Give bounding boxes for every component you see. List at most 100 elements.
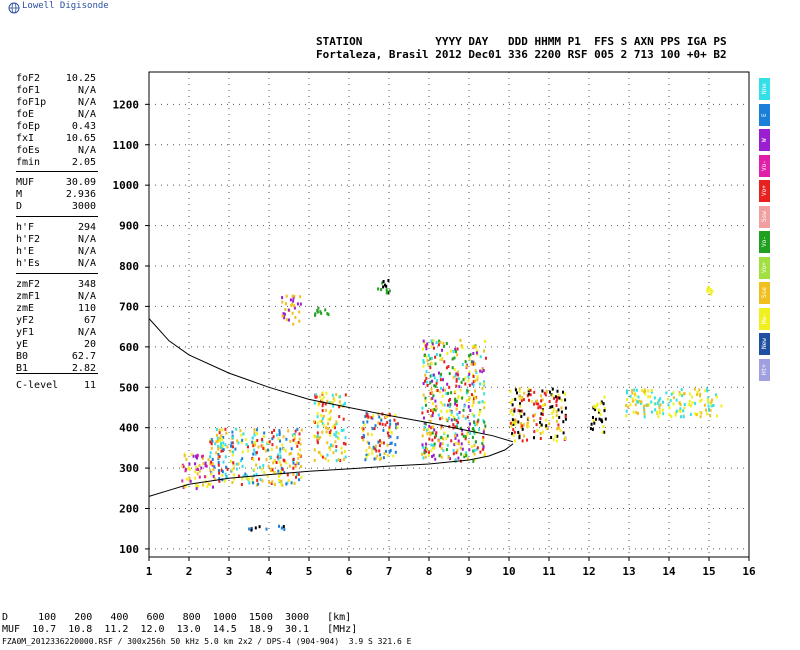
- echo-point: [344, 450, 346, 453]
- echo-point: [366, 440, 369, 444]
- echo-point: [511, 418, 514, 422]
- echo-point: [549, 390, 551, 394]
- echo-point: [464, 376, 467, 380]
- echo-point: [462, 378, 465, 382]
- echo-point: [253, 448, 256, 452]
- echo-point: [390, 441, 393, 445]
- echo-point: [625, 414, 628, 418]
- echo-point: [674, 411, 677, 415]
- echo-point: [248, 477, 251, 481]
- echo-point: [441, 442, 444, 446]
- echo-point: [278, 460, 281, 464]
- echo-point: [434, 432, 437, 436]
- echo-point: [329, 433, 332, 437]
- echo-point: [476, 349, 479, 353]
- echo-point: [443, 431, 446, 435]
- echo-point: [471, 344, 474, 348]
- echo-point: [248, 527, 251, 531]
- echo-point: [450, 413, 453, 416]
- echo-point: [320, 420, 323, 423]
- echo-point: [468, 354, 471, 358]
- plot-frame: [148, 71, 750, 558]
- echo-point: [428, 424, 431, 428]
- param-label: foF1: [16, 85, 41, 96]
- echo-point: [292, 296, 295, 300]
- echo-point: [564, 415, 567, 418]
- echo-point: [378, 415, 381, 419]
- echo-point: [316, 421, 319, 425]
- echo-point: [216, 433, 218, 437]
- echo-point: [232, 450, 235, 454]
- echo-point: [432, 402, 434, 406]
- echo-point: [188, 476, 191, 480]
- echo-point: [643, 390, 645, 394]
- echo-point: [512, 422, 515, 426]
- echo-point: [703, 403, 706, 407]
- echo-point: [318, 395, 321, 399]
- echo-point: [518, 397, 521, 401]
- echo-point: [689, 412, 692, 416]
- echo-point: [247, 445, 249, 449]
- echo-point: [266, 441, 269, 445]
- echo-point: [425, 450, 428, 454]
- echo-point: [536, 399, 538, 403]
- echo-point: [457, 456, 460, 460]
- echo-point: [440, 447, 443, 451]
- echo-point: [280, 482, 283, 486]
- echo-point: [440, 409, 443, 413]
- echo-point: [443, 360, 446, 364]
- echo-point: [540, 412, 543, 416]
- echo-point: [474, 396, 477, 400]
- echo-point: [526, 424, 529, 428]
- echo-point: [335, 420, 338, 424]
- echo-point: [210, 472, 213, 476]
- echo-point: [384, 423, 387, 427]
- legend-item: Ht+: [759, 358, 770, 381]
- echo-point: [283, 312, 286, 316]
- param-label: zmF1: [16, 291, 41, 302]
- echo-point: [298, 437, 301, 441]
- echo-point: [202, 483, 205, 487]
- echo-point: [432, 339, 435, 343]
- echo-point: [474, 345, 477, 349]
- echo-point: [278, 524, 280, 528]
- echo-point: [679, 409, 682, 413]
- echo-point: [183, 454, 186, 458]
- echo-point: [254, 526, 257, 530]
- echo-point: [290, 304, 293, 308]
- echo-point: [233, 473, 235, 477]
- echo-point: [255, 463, 258, 467]
- echo-point: [342, 428, 345, 432]
- echo-point: [215, 428, 218, 431]
- echo-point: [509, 401, 512, 404]
- param-label: fmin: [16, 157, 41, 168]
- echo-point: [439, 444, 441, 448]
- echo-point: [691, 401, 694, 405]
- echo-point: [255, 483, 258, 487]
- echo-point: [682, 415, 685, 419]
- echo-point: [650, 400, 653, 404]
- echo-point: [545, 424, 548, 428]
- echo-point: [196, 467, 199, 471]
- echo-point: [455, 451, 458, 455]
- echo-point: [598, 417, 601, 421]
- echo-point: [278, 478, 281, 482]
- legend-item: Vo+: [759, 180, 770, 202]
- echo-point: [225, 465, 228, 469]
- echo-point: [425, 403, 427, 407]
- echo-point: [462, 434, 465, 438]
- echo-point: [471, 412, 474, 416]
- echo-point: [380, 441, 383, 445]
- echo-point: [206, 485, 209, 489]
- header-labels: STATION YYYY DAY DDD HHMM P1 FFS S AXN P…: [316, 35, 727, 48]
- param-label: h'F2: [16, 234, 41, 245]
- echo-point: [255, 472, 258, 476]
- echo-point: [332, 425, 335, 429]
- echo-point: [654, 408, 657, 412]
- echo-point: [388, 450, 391, 454]
- echo-point: [646, 404, 649, 408]
- echo-point: [431, 425, 434, 429]
- echo-point: [482, 382, 485, 386]
- echo-point: [552, 438, 555, 442]
- echo-point: [510, 424, 513, 428]
